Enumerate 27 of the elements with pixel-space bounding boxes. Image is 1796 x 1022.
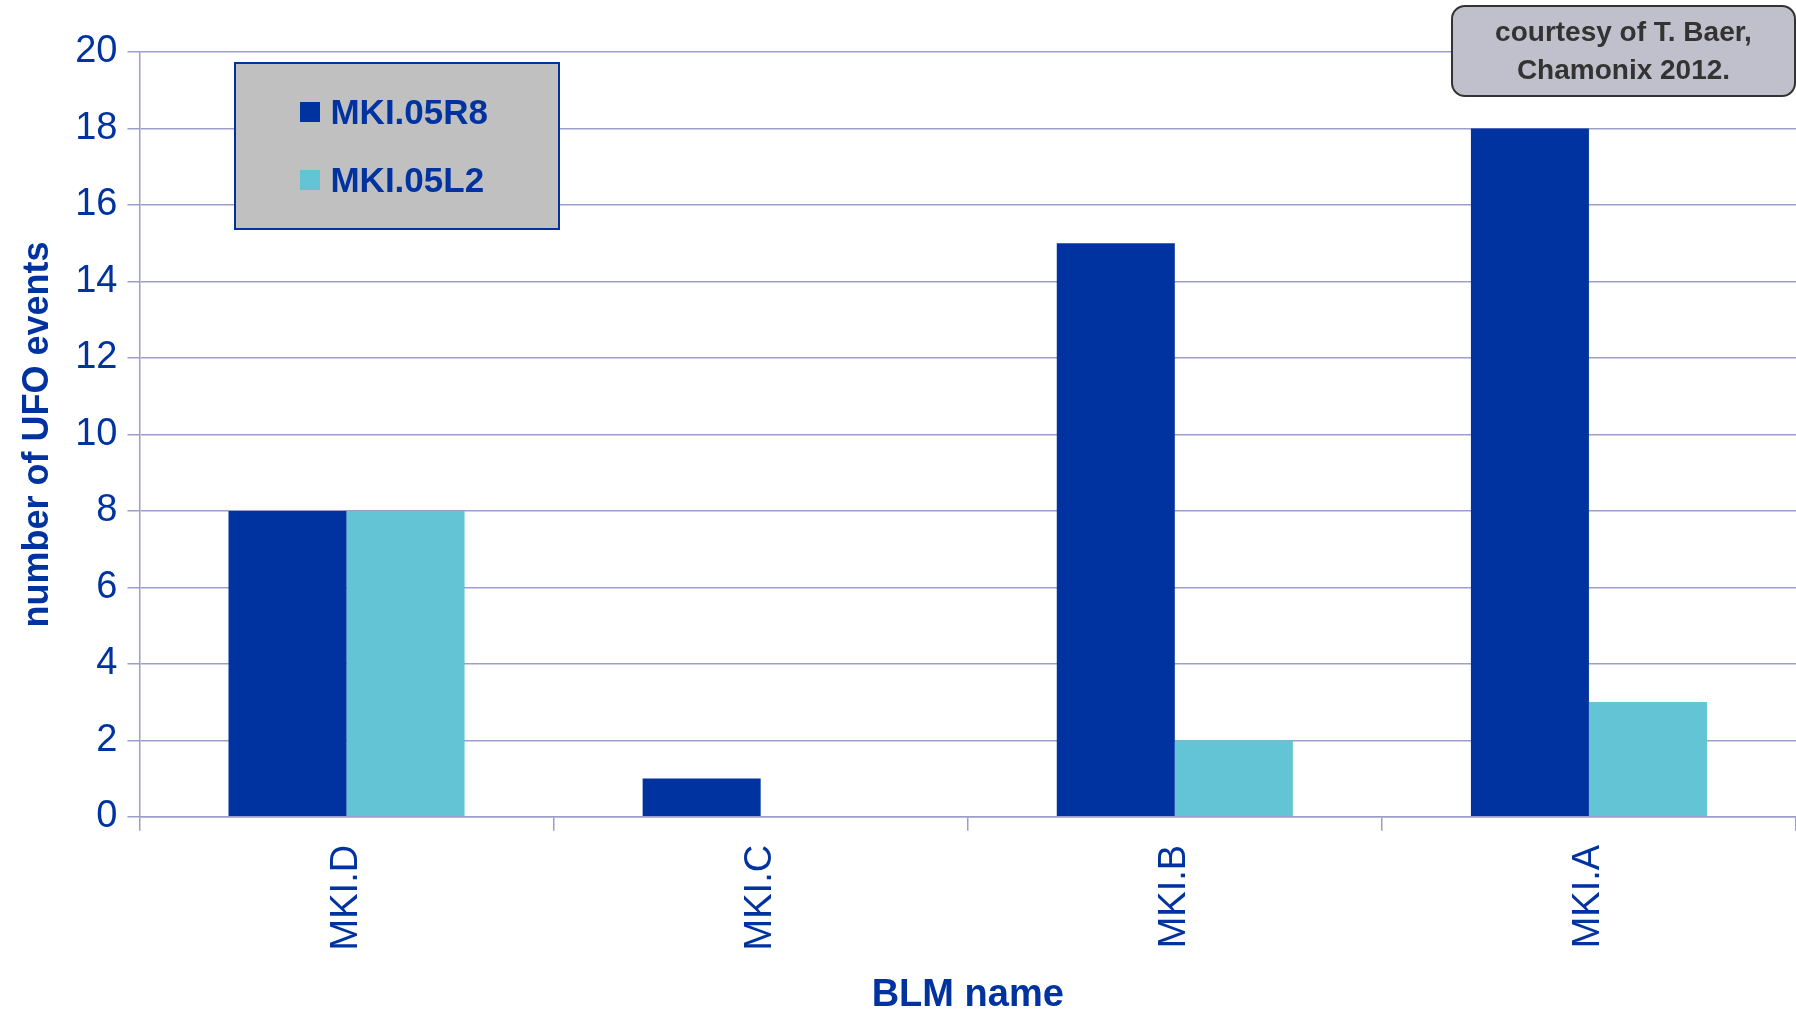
y-tick-label: 12	[75, 334, 118, 377]
bar	[642, 778, 761, 817]
x-tick-label: MKI.B	[1151, 844, 1194, 949]
bar	[1174, 740, 1293, 817]
x-tick-label: MKI.D	[323, 844, 366, 951]
y-tick-label: 4	[96, 640, 118, 683]
legend-label: MKI.05R8	[330, 91, 489, 133]
x-tick-label: MKI.A	[1565, 844, 1608, 949]
bar	[1588, 702, 1707, 817]
y-tick-label: 18	[75, 104, 118, 147]
bar	[346, 510, 465, 817]
annotation: courtesy of T. Baer, Chamonix 2012.	[1451, 5, 1796, 97]
y-tick-label: 16	[75, 181, 118, 224]
y-tick-label: 14	[75, 257, 118, 300]
y-axis-title: number of UFO events	[14, 241, 56, 628]
x-axis-title: BLM name	[871, 971, 1064, 1014]
bar	[1470, 128, 1589, 817]
x-tick-label: MKI.C	[737, 844, 780, 951]
y-tick-label: 2	[96, 716, 118, 759]
y-tick-label: 0	[96, 793, 118, 836]
legend-label: MKI.05L2	[330, 159, 485, 201]
y-tick-label: 8	[96, 487, 118, 530]
y-tick-label: 6	[96, 563, 118, 606]
y-tick-label: 10	[75, 410, 118, 453]
y-tick-label: 20	[75, 28, 118, 71]
bar	[1056, 243, 1175, 817]
bar	[228, 510, 347, 817]
